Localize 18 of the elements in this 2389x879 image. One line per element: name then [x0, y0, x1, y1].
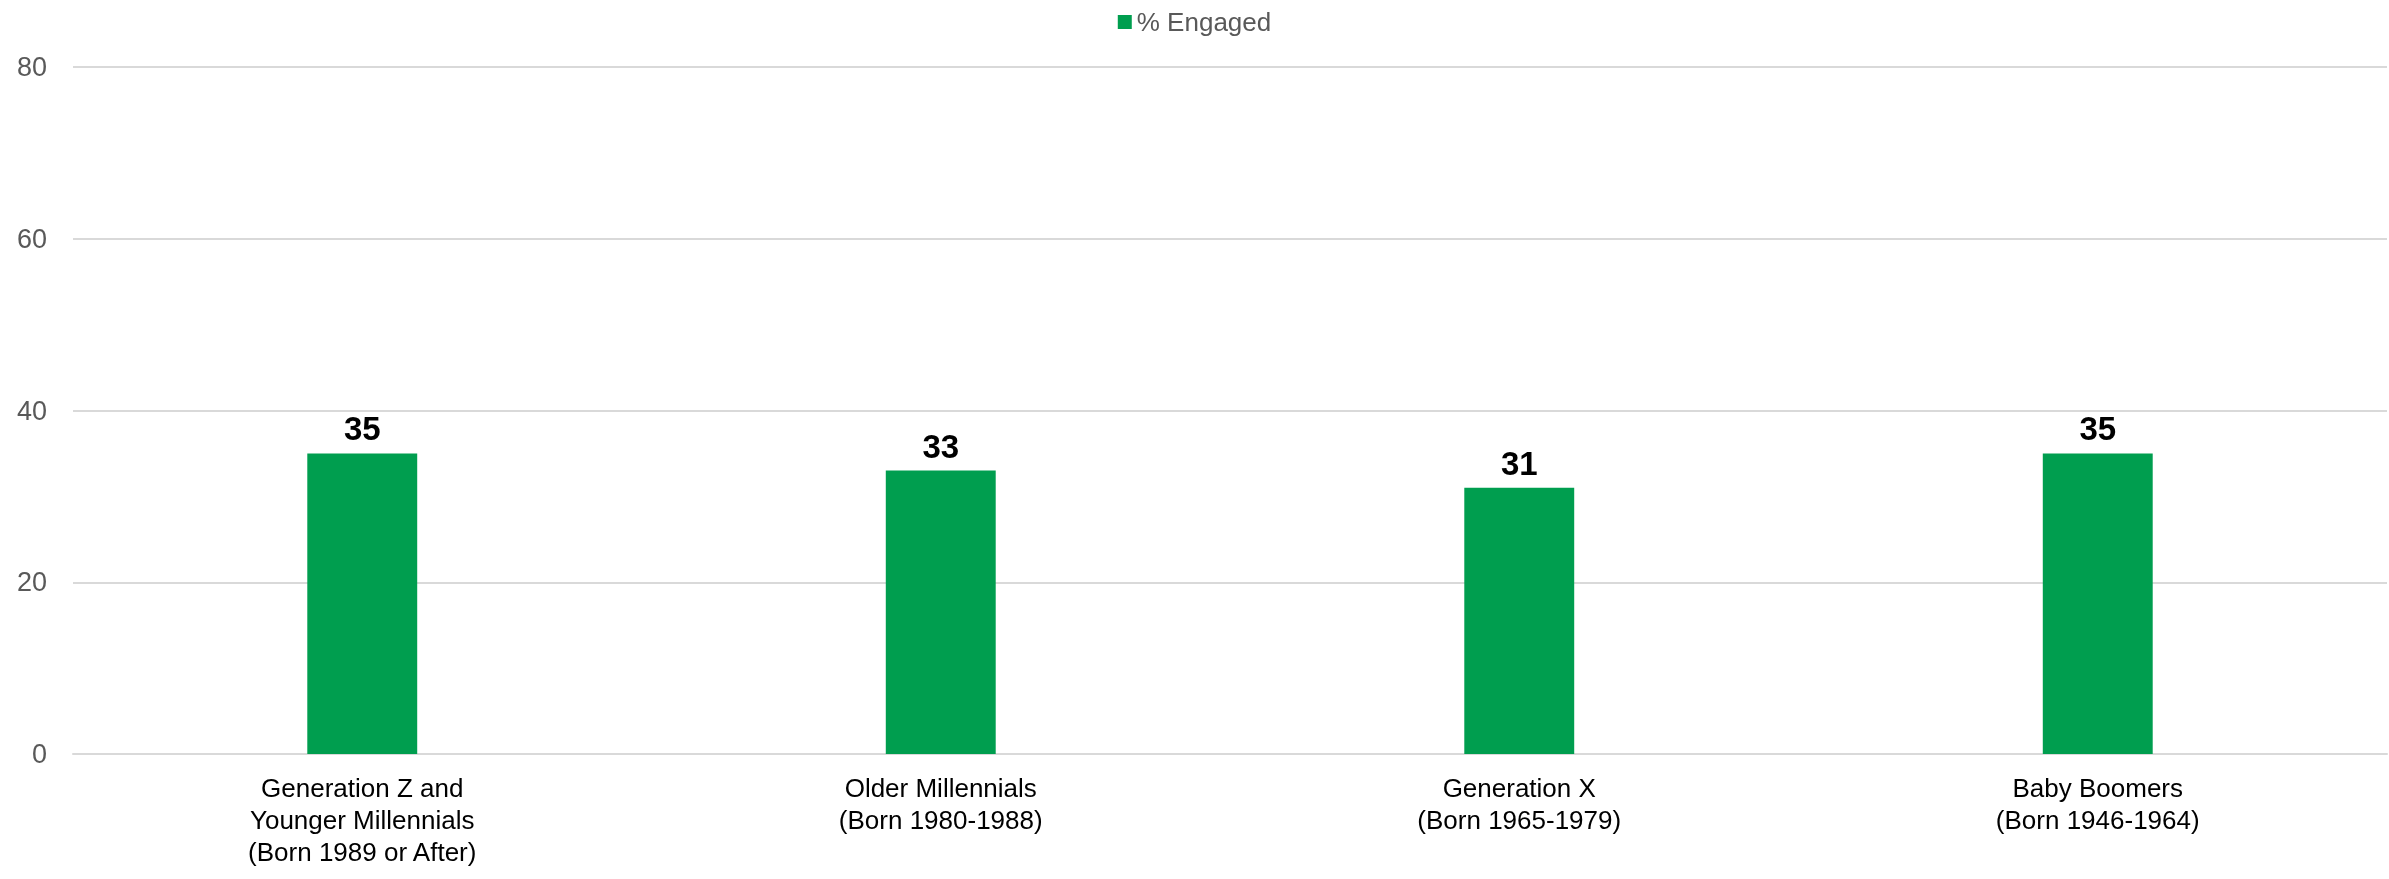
y-tick-label: 80	[16, 52, 47, 82]
y-tick-label: 20	[16, 567, 47, 598]
bar	[1464, 487, 1575, 754]
y-tick-label: 40	[16, 395, 47, 426]
bar	[885, 470, 996, 754]
data-label: 33	[922, 427, 960, 465]
bar	[307, 453, 418, 754]
data-label: 35	[2079, 410, 2117, 448]
x-tick-label: Generation Z and Younger Millennials (Born 1989 or After)	[248, 773, 477, 867]
data-label: 31	[1500, 444, 1538, 482]
y-tick-label: 0	[31, 739, 47, 769]
x-tick-label: Older Millennials (Born 1980-1988)	[838, 773, 1043, 835]
x-tick-label: Generation X (Born 1965-1979)	[1417, 773, 1622, 835]
y-tick-label: 60	[16, 223, 47, 254]
legend-label: % Engaged	[1136, 7, 1272, 37]
bar	[2042, 453, 2153, 754]
data-label: 35	[343, 410, 381, 448]
x-tick-label: Baby Boomers (Born 1946-1964)	[1995, 773, 2200, 835]
